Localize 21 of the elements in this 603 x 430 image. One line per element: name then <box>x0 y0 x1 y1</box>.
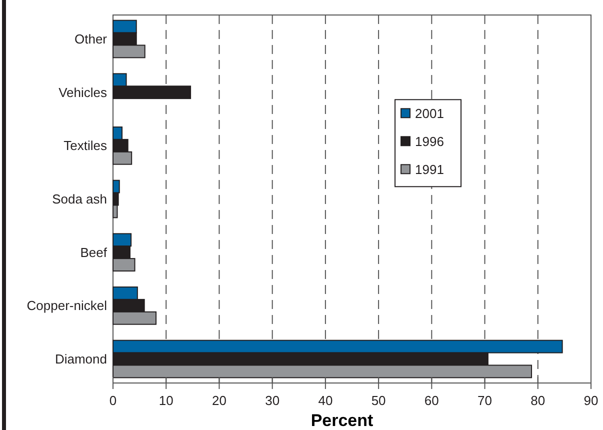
x-tick-label: 30 <box>265 393 280 408</box>
y-tick-label: Textiles <box>64 138 108 154</box>
x-axis-title: Percent <box>310 411 374 430</box>
y-tick-label: Copper-nickel <box>26 298 108 314</box>
x-tick-label: 50 <box>371 393 386 408</box>
legend-label: 1996 <box>415 134 444 150</box>
y-tick-label: Other <box>74 32 108 47</box>
x-tick-label: 70 <box>478 393 492 408</box>
x-tick-label: 60 <box>424 393 439 408</box>
y-tick-label: Diamond <box>54 352 107 367</box>
y-tick-label: Beef <box>80 244 108 260</box>
x-tick-label: 40 <box>318 393 333 408</box>
x-tick-label: 10 <box>158 393 174 408</box>
y-tick-label: Vehicles <box>58 84 108 100</box>
legend-label: 1991 <box>415 162 444 178</box>
x-tick-label: 0 <box>109 393 117 408</box>
x-tick-label: 90 <box>584 393 598 408</box>
y-tick-label: Soda ash <box>52 192 107 207</box>
legend-label: 2001 <box>415 106 444 122</box>
x-tick-label: 20 <box>212 393 226 408</box>
x-tick-label: 80 <box>530 393 546 408</box>
